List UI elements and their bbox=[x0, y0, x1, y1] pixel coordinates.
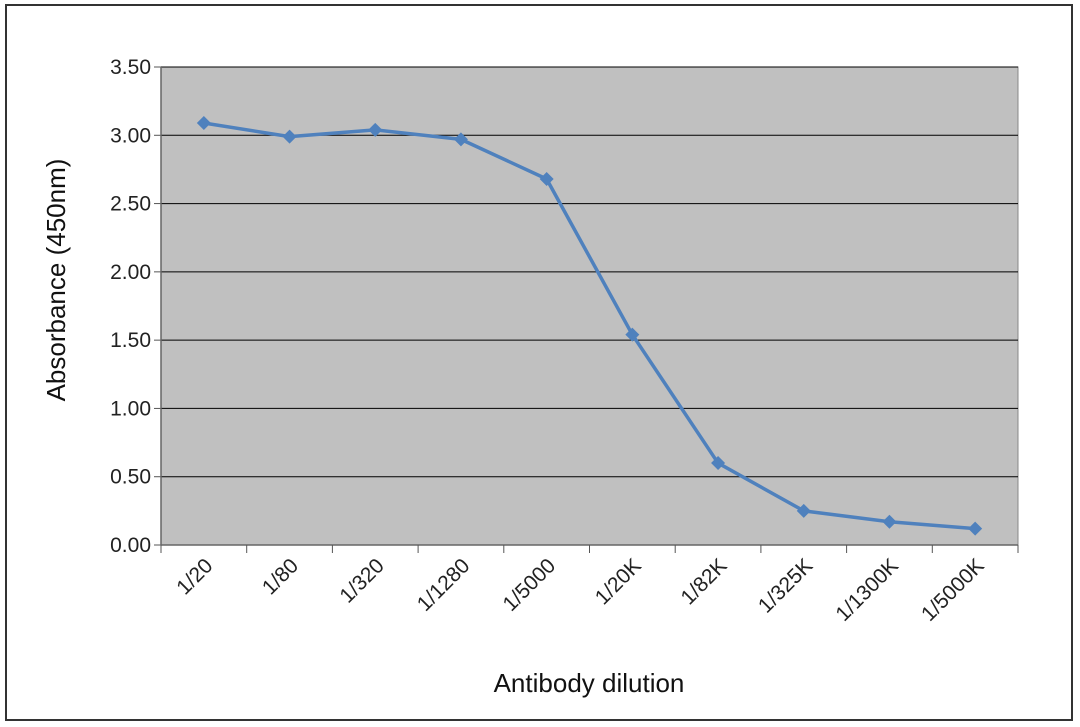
x-tick-label: 1/20 bbox=[172, 554, 217, 599]
y-tick-label: 3.50 bbox=[110, 56, 151, 79]
x-tick-label: 1/325K bbox=[754, 554, 817, 617]
y-tick-label: 2.50 bbox=[110, 193, 151, 216]
x-tick-label: 1/5000 bbox=[499, 554, 561, 616]
data-point-marker bbox=[968, 521, 983, 536]
x-tick-label: 1/82K bbox=[677, 554, 732, 609]
data-point-marker bbox=[882, 514, 897, 529]
series-line bbox=[203, 121, 976, 531]
y-axis-tick-labels: 0.00 0.50 1.00 1.50 2.00 2.50 3.00 3.50 bbox=[110, 56, 151, 557]
x-tick-label: 1/1280 bbox=[413, 554, 475, 616]
data-point-marker bbox=[711, 456, 726, 471]
axes bbox=[160, 67, 1019, 553]
x-tick-label: 1/5000K bbox=[917, 554, 989, 626]
data-point-marker bbox=[796, 503, 811, 518]
y-tick-label: 0.50 bbox=[110, 466, 151, 489]
data-point-marker bbox=[196, 115, 211, 130]
x-tick-label: 1/20K bbox=[591, 554, 646, 609]
plot-background bbox=[160, 66, 1019, 546]
y-axis-title: Absorbance (450nm) bbox=[41, 159, 71, 402]
y-tick-label: 0.00 bbox=[110, 534, 151, 557]
data-point-marker bbox=[282, 129, 297, 144]
plot-area bbox=[160, 66, 1019, 546]
series-line-group bbox=[196, 115, 983, 536]
x-tick-label: 1/320 bbox=[335, 554, 388, 607]
x-axis-title: Antibody dilution bbox=[494, 668, 685, 698]
x-axis-tick-labels: 1/20 1/80 1/320 1/1280 1/5000 1/20K 1/82K 1/325… bbox=[172, 554, 988, 626]
data-point-marker bbox=[539, 171, 554, 186]
x-tick-label: 1/1300K bbox=[831, 554, 903, 626]
y-tick-label: 1.00 bbox=[110, 397, 151, 420]
y-tick-label: 1.50 bbox=[110, 329, 151, 352]
y-tick-label: 3.00 bbox=[110, 124, 151, 147]
data-point-marker bbox=[453, 132, 468, 147]
data-point-marker bbox=[368, 122, 383, 137]
gridlines bbox=[154, 66, 1018, 546]
x-tick-label: 1/80 bbox=[258, 554, 303, 599]
y-tick-label: 2.00 bbox=[110, 261, 151, 284]
data-point-marker bbox=[625, 327, 640, 342]
